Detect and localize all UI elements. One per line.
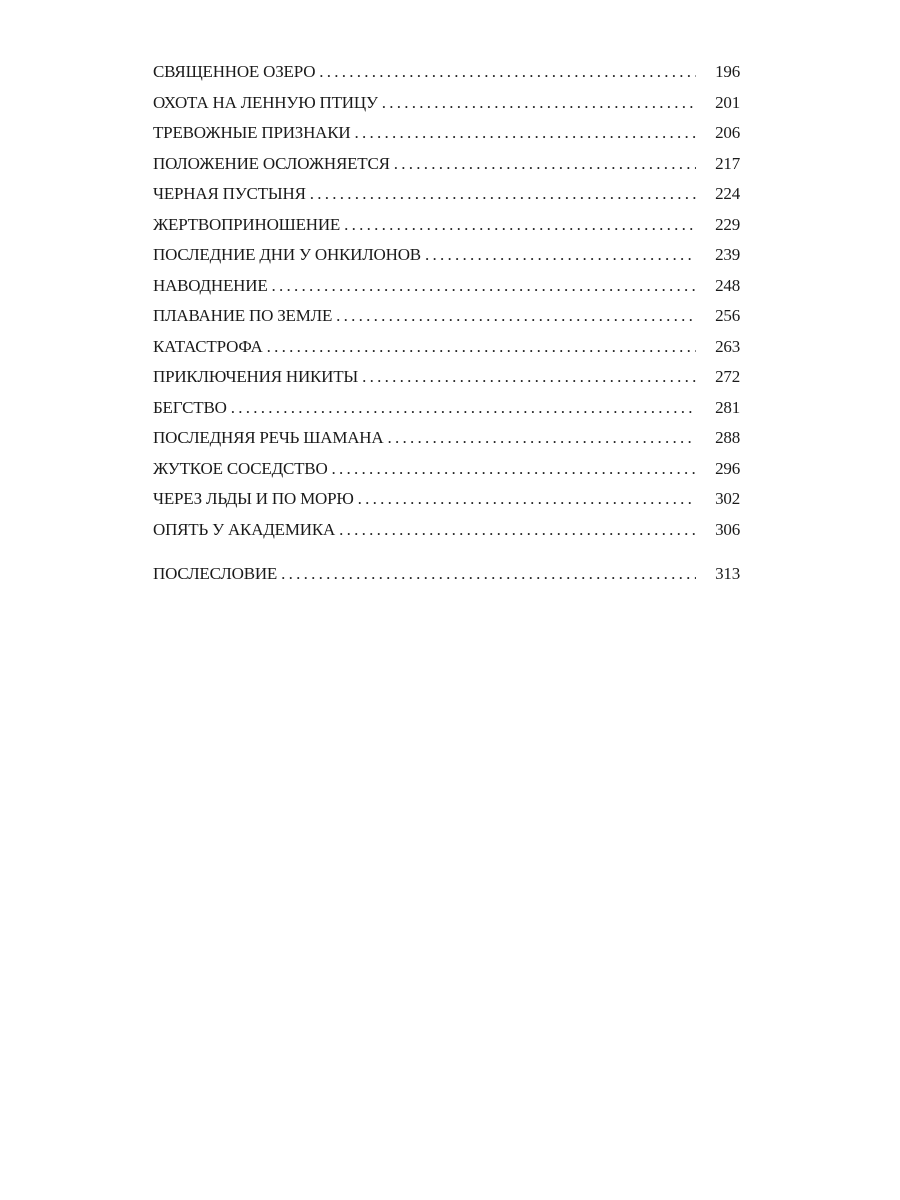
toc-entry: ПОЛОЖЕНИЕ ОСЛОЖНЯЕТСЯ 217 (153, 154, 740, 185)
toc-entry-title: БЕГСТВО (153, 397, 227, 417)
toc-entry-page: 196 (715, 62, 740, 81)
toc-entry: СВЯЩЕННОЕ ОЗЕРО 196 (153, 62, 740, 93)
toc-entry-title: ПОСЛЕДНИЕ ДНИ У ОНКИЛОНОВ (153, 245, 421, 264)
toc-entry-page: 201 (715, 92, 740, 112)
toc-entry-title: ПРИКЛЮЧЕНИЯ НИКИТЫ (153, 367, 359, 386)
toc-entry: ОПЯТЬ У АКАДЕМИКА 306 (153, 520, 740, 551)
toc-entry-title: КАТАСТРОФА (153, 336, 263, 356)
toc-entry: ПОСЛЕДНЯЯ РЕЧЬ ШАМАНА 288 (153, 428, 740, 459)
dot-leader (332, 459, 696, 479)
toc-entry-page: 272 (715, 367, 740, 386)
toc-entry-page: 306 (715, 519, 740, 539)
toc-entry-title: НАВОДНЕНИЕ (153, 275, 268, 295)
toc-entry-title: ТРЕВОЖНЫЕ ПРИЗНАКИ (153, 123, 351, 142)
toc-entry-page: 206 (715, 123, 740, 142)
toc-entry-page: 229 (715, 214, 740, 234)
dot-leader (339, 520, 696, 540)
toc-entry: НАВОДНЕНИЕ 248 (153, 276, 740, 307)
toc-entry-page: 288 (715, 428, 740, 447)
dot-leader (358, 489, 696, 509)
toc-entry-page: 296 (715, 458, 740, 478)
toc-entry-page: 248 (715, 275, 740, 295)
toc-entry: ЖЕРТВОПРИНОШЕНИЕ 229 (153, 215, 740, 246)
toc-entry-title: ОХОТА НА ЛЕННУЮ ПТИЦУ (153, 92, 378, 112)
toc-entry-page: 239 (715, 245, 740, 264)
toc-entry: БЕГСТВО 281 (153, 398, 740, 429)
toc-entry-page: 281 (715, 397, 740, 417)
dot-leader (272, 276, 696, 296)
dot-leader (362, 367, 696, 387)
toc-entry-title: СВЯЩЕННОЕ ОЗЕРО (153, 62, 316, 81)
toc-entry-title: ЖУТКОЕ СОСЕДСТВО (153, 458, 328, 478)
dot-leader (310, 184, 696, 204)
toc-entry: ЖУТКОЕ СОСЕДСТВО 296 (153, 459, 740, 490)
dot-leader (382, 93, 696, 113)
dot-leader (281, 564, 696, 584)
toc-entry: ТРЕВОЖНЫЕ ПРИЗНАКИ 206 (153, 123, 740, 154)
toc-entry-page: 224 (715, 184, 740, 203)
toc-entry-title: ПОЛОЖЕНИЕ ОСЛОЖНЯЕТСЯ (153, 153, 390, 173)
dot-leader (425, 245, 696, 265)
dot-leader (319, 62, 696, 82)
toc-entry-page: 256 (715, 306, 740, 325)
dot-leader (354, 123, 696, 143)
toc-entry: ЧЕРЕЗ ЛЬДЫ И ПО МОРЮ 302 (153, 489, 740, 520)
toc-entry: ПЛАВАНИЕ ПО ЗЕМЛЕ 256 (153, 306, 740, 337)
toc-entry-title: ПЛАВАНИЕ ПО ЗЕМЛЕ (153, 306, 333, 325)
toc-entry: ЧЕРНАЯ ПУСТЫНЯ 224 (153, 184, 740, 215)
toc-entry: КАТАСТРОФА 263 (153, 337, 740, 368)
toc-entry-title: ПОСЛЕДНЯЯ РЕЧЬ ШАМАНА (153, 428, 384, 447)
toc-entry: ПРИКЛЮЧЕНИЯ НИКИТЫ 272 (153, 367, 740, 398)
toc-entry-title: ЧЕРЕЗ ЛЬДЫ И ПО МОРЮ (153, 489, 354, 508)
dot-leader (267, 337, 696, 357)
toc-entry-page: 263 (715, 336, 740, 356)
toc-entry-title: ЧЕРНАЯ ПУСТЫНЯ (153, 184, 306, 203)
toc-entry: ОХОТА НА ЛЕННУЮ ПТИЦУ 201 (153, 93, 740, 124)
toc-entry-title: ПОСЛЕСЛОВИЕ (153, 564, 278, 583)
toc-entry-page: 217 (715, 153, 740, 173)
toc-entry: ПОСЛЕДНИЕ ДНИ У ОНКИЛОНОВ 239 (153, 245, 740, 276)
table-of-contents: СВЯЩЕННОЕ ОЗЕРО 196 ОХОТА НА ЛЕННУЮ ПТИЦУ 2… (153, 62, 740, 595)
dot-leader (387, 428, 696, 448)
dot-leader (394, 154, 696, 174)
toc-entry-title: ЖЕРТВОПРИНОШЕНИЕ (153, 214, 341, 234)
toc-entry: ПОСЛЕСЛОВИЕ 313 (153, 564, 740, 595)
toc-entry-title: ОПЯТЬ У АКАДЕМИКА (153, 519, 336, 539)
toc-entry-page: 302 (715, 489, 740, 508)
toc-entry-page: 313 (715, 564, 740, 583)
dot-leader (336, 306, 696, 326)
dot-leader (231, 398, 696, 418)
dot-leader (344, 215, 696, 235)
